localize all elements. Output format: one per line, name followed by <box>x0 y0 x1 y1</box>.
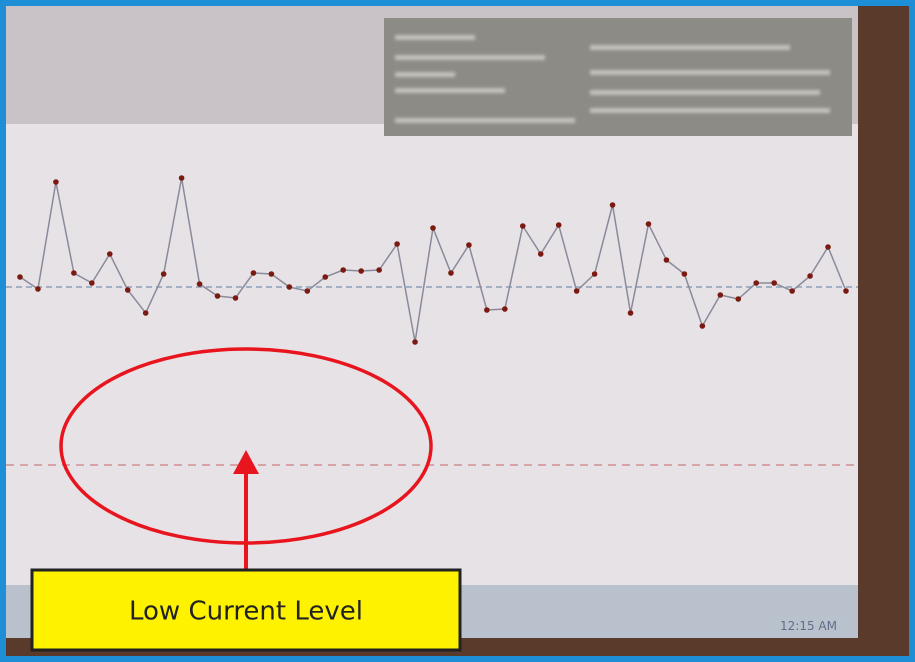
data-point <box>71 270 77 276</box>
data-point <box>233 295 239 301</box>
data-point <box>825 244 831 250</box>
data-point <box>215 293 221 299</box>
data-point <box>197 281 203 287</box>
data-point <box>107 251 113 257</box>
data-point <box>484 307 490 313</box>
data-point <box>538 251 544 257</box>
data-point <box>771 280 777 286</box>
data-point <box>807 273 813 279</box>
data-point <box>718 292 724 298</box>
data-point <box>592 271 598 277</box>
data-point <box>430 225 436 231</box>
data-point <box>664 257 670 263</box>
data-point <box>520 223 526 229</box>
data-point <box>628 310 634 316</box>
data-point <box>287 284 293 290</box>
data-point <box>735 296 741 302</box>
data-point <box>843 288 849 294</box>
data-point <box>358 268 364 274</box>
clock: 12:15 AM <box>780 619 837 633</box>
data-point <box>394 241 400 247</box>
data-point <box>682 271 688 277</box>
data-point <box>753 280 759 286</box>
data-point <box>448 270 454 276</box>
data-point <box>179 175 185 181</box>
data-point <box>251 270 257 276</box>
data-point <box>646 221 652 227</box>
data-point <box>143 310 149 316</box>
data-point <box>412 339 418 345</box>
data-point <box>574 288 580 294</box>
data-point <box>610 202 616 208</box>
data-point <box>556 222 562 228</box>
data-point <box>35 286 41 292</box>
data-point <box>700 323 706 329</box>
data-point <box>466 242 472 248</box>
data-point <box>789 288 795 294</box>
data-point <box>322 274 328 280</box>
data-point <box>17 274 23 280</box>
data-point <box>89 280 95 286</box>
data-point <box>305 288 311 294</box>
data-point <box>376 267 382 273</box>
data-point <box>125 287 131 293</box>
data-point <box>269 271 275 277</box>
data-point <box>340 267 346 273</box>
data-point <box>53 179 59 185</box>
data-point <box>502 306 508 312</box>
annotation-label: Low Current Level <box>129 597 363 627</box>
screenshot: 12:15 AM Low Current Level <box>0 0 915 662</box>
data-point <box>161 271 167 277</box>
